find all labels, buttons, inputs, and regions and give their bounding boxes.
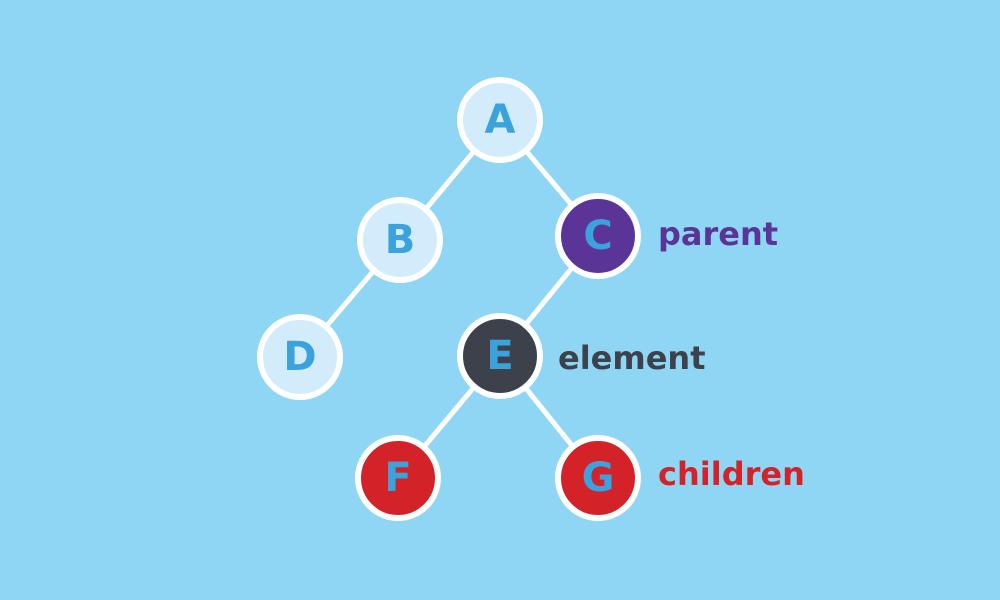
element-annotation: element bbox=[558, 339, 706, 377]
node-d-circle bbox=[257, 314, 343, 400]
node-d: D bbox=[257, 314, 343, 400]
node-g-label: G bbox=[582, 455, 615, 501]
node-a-label: A bbox=[485, 97, 516, 143]
node-d-label: D bbox=[283, 334, 316, 380]
node-f: F bbox=[355, 435, 441, 521]
children-annotation: children bbox=[658, 455, 805, 493]
node-f-label: F bbox=[384, 455, 411, 501]
node-f-circle bbox=[355, 435, 441, 521]
node-c: C bbox=[555, 193, 641, 279]
node-c-label: C bbox=[583, 213, 612, 259]
parent-annotation: parent bbox=[658, 215, 778, 253]
node-a: A bbox=[457, 77, 543, 163]
node-e-circle bbox=[457, 313, 543, 399]
node-g-circle bbox=[555, 435, 641, 521]
node-a-circle bbox=[457, 77, 543, 163]
node-g: G bbox=[555, 435, 641, 521]
node-c-circle bbox=[555, 193, 641, 279]
node-b-label: B bbox=[385, 217, 416, 263]
node-e: E bbox=[457, 313, 543, 399]
node-e-label: E bbox=[486, 333, 513, 379]
node-b: B bbox=[357, 197, 443, 283]
node-b-circle bbox=[357, 197, 443, 283]
